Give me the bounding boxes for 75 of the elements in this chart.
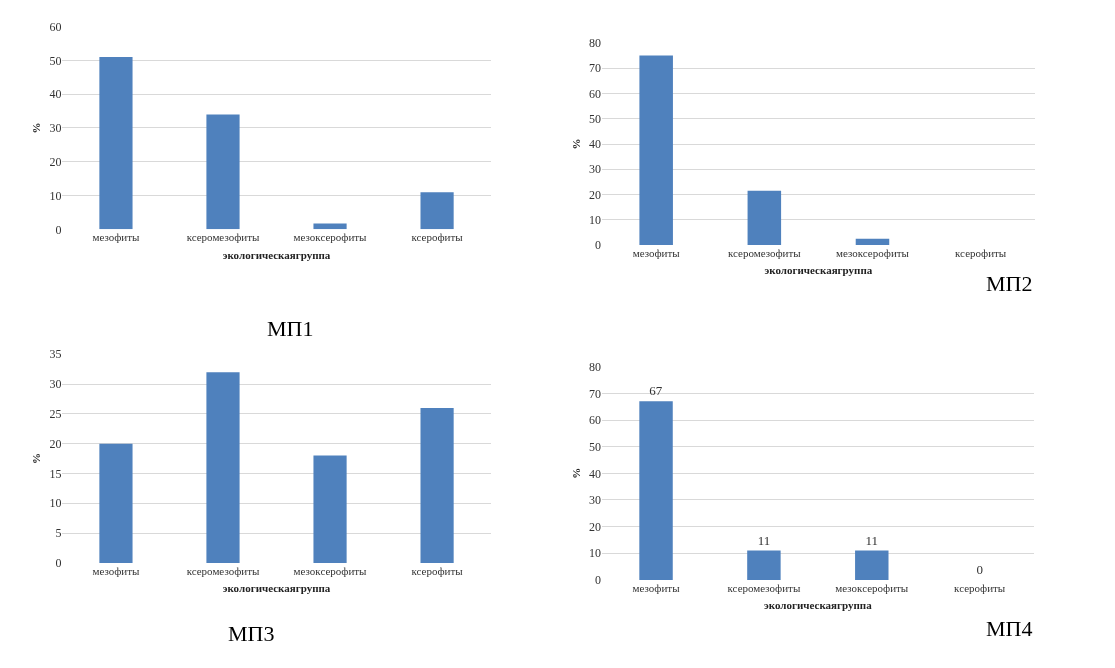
y-tick-label: 10 — [49, 496, 62, 511]
bar — [639, 55, 673, 246]
y-tick-label: 70 — [589, 386, 602, 401]
x-tick-label: ксеромезофиты — [727, 247, 802, 260]
text: МП3 — [228, 621, 275, 646]
text: МП2 — [986, 271, 1033, 296]
y-tick-label: 5 — [55, 526, 62, 541]
y-tick-label: 40 — [589, 466, 602, 481]
x-axis-title: экологическаягруппа — [222, 582, 331, 595]
y-tick-label: 80 — [589, 36, 602, 51]
data-label: 11 — [865, 532, 879, 548]
text: МП1 — [267, 316, 314, 341]
y-tick-label: 40 — [49, 87, 62, 102]
x-tick-label: ксерофиты — [955, 247, 1007, 260]
x-tick-label: мезофиты — [92, 231, 141, 244]
y-tick-label: 30 — [589, 493, 602, 508]
bar — [99, 443, 133, 563]
data-label: 67 — [649, 383, 663, 399]
y-tick-label: 70 — [589, 61, 602, 76]
y-tick-label: 0 — [55, 222, 62, 237]
y-tick-label: 15 — [49, 466, 62, 481]
y-tick-label: 25 — [49, 407, 62, 422]
bar — [206, 114, 240, 230]
bar — [420, 407, 454, 563]
y-tick-label: 20 — [49, 436, 62, 451]
y-tick-label: 20 — [589, 519, 602, 534]
x-tick-label: мезофиты — [632, 581, 681, 594]
y-tick-label: 60 — [589, 86, 602, 101]
y-tick-label: 10 — [589, 213, 602, 227]
y-tick-label: 50 — [49, 53, 62, 68]
y-tick-label: 10 — [49, 188, 62, 203]
x-tick-label: ксерофиты — [411, 564, 464, 577]
y-tick-label: 0 — [595, 573, 602, 588]
x-tick-label: мезофиты — [92, 564, 141, 577]
x-tick-label: мезоксерофиты — [836, 247, 910, 260]
y-tick-label: 80 — [589, 359, 602, 374]
y-axis-title: % — [30, 453, 43, 465]
x-tick-label: ксерофиты — [411, 231, 464, 244]
x-tick-label: мезоксерофиты — [293, 231, 368, 244]
x-tick-label: ксеромезофиты — [727, 581, 801, 594]
x-tick-label: ксерофиты — [954, 581, 1006, 594]
y-tick-label: 20 — [49, 154, 62, 169]
y-tick-label: 10 — [589, 546, 602, 561]
y-tick-label: 40 — [589, 137, 602, 152]
y-axis-title: % — [30, 122, 43, 134]
x-axis-title: экологическаягруппа — [764, 264, 873, 277]
y-tick-label: 20 — [589, 187, 602, 202]
x-tick-label: мезоксерофиты — [293, 564, 368, 577]
y-tick-label: 60 — [589, 413, 602, 428]
y-tick-label: 30 — [49, 121, 62, 136]
y-tick-label: 50 — [589, 111, 602, 126]
bar — [747, 190, 782, 246]
bar — [420, 192, 454, 230]
y-tick-label: 30 — [589, 162, 602, 177]
bar — [855, 238, 890, 246]
y-tick-label: 60 — [49, 19, 62, 34]
x-tick-label: ксеромезофиты — [186, 564, 260, 577]
data-label: 11 — [757, 532, 771, 548]
x-axis-title: экологическаягруппа — [222, 248, 331, 261]
y-tick-label: 0 — [55, 556, 62, 571]
bar — [206, 372, 240, 563]
text: МП4 — [986, 616, 1033, 641]
x-tick-label: мезофиты — [632, 247, 681, 260]
x-tick-label: мезоксерофиты — [835, 581, 909, 594]
bar — [99, 57, 133, 230]
x-tick-label: ксеромезофиты — [186, 231, 260, 244]
y-axis-title: % — [569, 467, 582, 479]
y-tick-label: 35 — [49, 347, 62, 362]
y-axis-title: % — [569, 138, 582, 150]
y-tick-label: 30 — [49, 377, 62, 392]
data-label: 0 — [976, 561, 983, 577]
y-tick-label: 0 — [595, 238, 602, 253]
y-tick-label: 50 — [589, 439, 602, 454]
x-axis-title: экологическаягруппа — [764, 599, 873, 612]
bar — [313, 455, 347, 563]
